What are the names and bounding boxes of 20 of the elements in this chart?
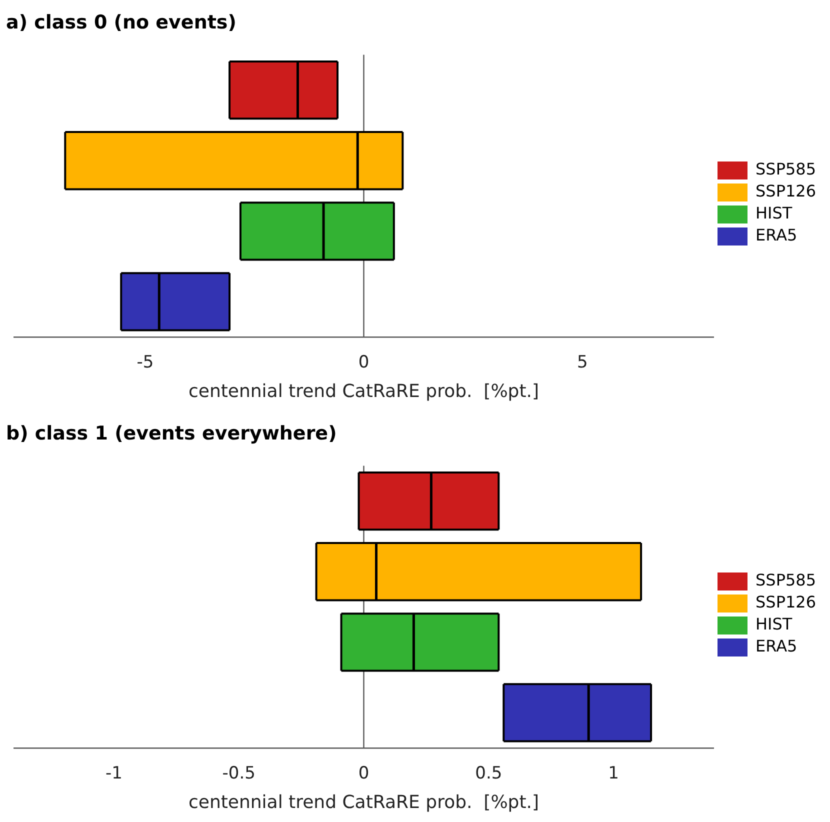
legend-label: SSP126 xyxy=(756,182,816,201)
chart-title: b) class 1 (events everywhere) xyxy=(6,422,337,444)
x-tick-label: 5 xyxy=(576,352,588,373)
legend-label: SSP126 xyxy=(756,592,816,612)
x-tick-label: 0 xyxy=(358,352,370,373)
chart-title: a) class 0 (no events) xyxy=(6,11,236,34)
legend-label: SSP585 xyxy=(756,570,816,590)
legend-label: HIST xyxy=(756,614,792,634)
x-tick-label: 0.5 xyxy=(475,764,502,784)
x-tick-label: -5 xyxy=(136,352,154,373)
legend-label: SSP585 xyxy=(756,160,816,179)
x-axis-title: centennial trend CatRaRE prob. [%pt.] xyxy=(188,380,540,402)
x-tick-label: -1 xyxy=(105,764,122,784)
x-axis-title: centennial trend CatRaRE prob. [%pt.] xyxy=(188,792,540,813)
legend-label: HIST xyxy=(756,204,792,223)
x-tick-label: 0 xyxy=(358,764,370,784)
legend-label: ERA5 xyxy=(756,636,798,656)
x-tick-label: 1 xyxy=(608,764,619,784)
legend-label: ERA5 xyxy=(756,226,798,245)
x-tick-label: -0.5 xyxy=(222,764,256,784)
